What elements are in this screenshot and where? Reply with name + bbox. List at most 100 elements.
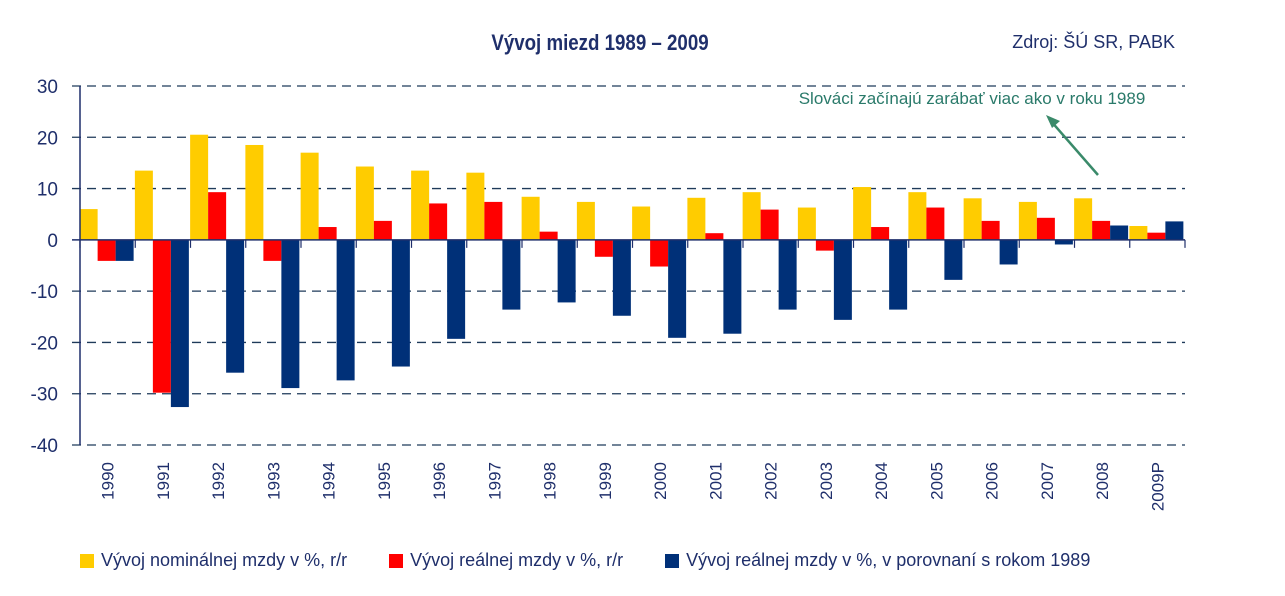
- bar-real: [429, 203, 448, 240]
- bar-nominal: [576, 201, 595, 240]
- x-tick-label: 2001: [706, 462, 725, 500]
- bar-nominal: [134, 170, 153, 240]
- annotation-text: Slováci začínajú zarábať viac ako v roku…: [799, 89, 1146, 108]
- bar-real-vs-1989: [336, 239, 355, 381]
- bar-real-vs-1989: [723, 239, 742, 334]
- bar-real-vs-1989: [226, 239, 245, 373]
- bar-nominal: [797, 207, 816, 240]
- bar-real: [152, 239, 171, 393]
- bar-real: [705, 233, 724, 240]
- bar-nominal: [632, 206, 651, 240]
- bar-nominal: [411, 170, 430, 240]
- bar-real-vs-1989: [1165, 221, 1184, 240]
- bar-real: [373, 220, 392, 240]
- bar-nominal: [853, 187, 872, 240]
- bar-real-vs-1989: [668, 239, 687, 338]
- bar-real: [1147, 232, 1166, 240]
- bar-real-vs-1989: [778, 239, 797, 310]
- annotation-arrow: [1049, 119, 1099, 176]
- x-tick-label: 1991: [154, 462, 173, 500]
- legend-item: Vývoj reálnej mzdy v %, v porovnaní s ro…: [665, 550, 1090, 571]
- y-tick-label: 30: [37, 77, 58, 98]
- x-tick-label: 2008: [1093, 462, 1112, 500]
- bar-real: [263, 239, 282, 261]
- x-tick-label: 1997: [485, 462, 504, 500]
- bar-real-vs-1989: [612, 239, 631, 316]
- x-tick-label: 1993: [264, 462, 283, 500]
- bar-nominal: [466, 172, 485, 240]
- chart-title: Vývoj miezd 1989 – 2009: [491, 30, 709, 55]
- x-tick-label: 2004: [872, 462, 891, 500]
- bar-real: [1092, 220, 1111, 240]
- x-tick-label: 2005: [927, 462, 946, 500]
- bar-real-vs-1989: [170, 239, 189, 408]
- bars: [79, 134, 1184, 408]
- bar-real-vs-1989: [1110, 225, 1129, 240]
- bar-real-vs-1989: [557, 239, 576, 303]
- legend-swatch-icon: [80, 553, 94, 568]
- bar-real: [871, 227, 890, 240]
- legend-label: Vývoj reálnej mzdy v %, v porovnaní s ro…: [686, 550, 1091, 570]
- bar-real: [760, 209, 779, 240]
- bar-real: [208, 192, 227, 240]
- bar-nominal: [245, 144, 264, 240]
- bar-real: [1036, 217, 1055, 240]
- bar-nominal: [79, 209, 98, 240]
- bar-nominal: [687, 197, 706, 240]
- y-tick-label: 0: [47, 231, 58, 252]
- axes: [72, 86, 1186, 445]
- x-tick-labels: 1990 1991 1992 1993 1994 1995 1996 1997 1998 1999…: [99, 462, 1168, 511]
- bar-real-vs-1989: [889, 239, 908, 310]
- bar-nominal: [521, 196, 540, 240]
- legend-item: Vývoj reálnej mzdy v %, r/r: [389, 550, 623, 571]
- x-tick-label: 2003: [817, 462, 836, 500]
- arrow-head-icon: [1046, 115, 1060, 128]
- legend-label: Vývoj nominálnej mzdy v %, r/r: [101, 550, 348, 570]
- bar-real-vs-1989: [281, 239, 300, 389]
- legend-label: Vývoj reálnej mzdy v %, r/r: [410, 550, 624, 570]
- bar-real: [650, 239, 669, 267]
- y-tick-label: 10: [37, 180, 58, 201]
- y-tick-label: -20: [31, 333, 58, 354]
- x-tick-label: 1996: [430, 462, 449, 500]
- x-tick-label: 2009P: [1148, 462, 1167, 511]
- bar-nominal: [963, 198, 982, 240]
- bar-nominal: [355, 166, 374, 240]
- x-tick-label: 1999: [596, 462, 615, 500]
- y-tick-label: -30: [31, 385, 58, 406]
- bar-real: [981, 220, 1000, 240]
- bar-real-vs-1989: [833, 239, 852, 320]
- bar-real: [815, 239, 834, 251]
- x-tick-label: 2007: [1038, 462, 1057, 500]
- bar-real: [926, 207, 945, 240]
- bar-nominal: [742, 192, 761, 240]
- bar-real-vs-1989: [944, 239, 963, 280]
- legend-item: Vývoj nominálnej mzdy v %, r/r: [80, 550, 347, 571]
- legend: Vývoj nominálnej mzdy v %, r/r Vývoj reál…: [80, 550, 1132, 571]
- source-label: Zdroj: ŠÚ SR, PABK: [1012, 32, 1175, 52]
- bar-nominal: [1129, 226, 1148, 240]
- bar-real: [97, 239, 116, 261]
- bar-nominal: [300, 152, 319, 240]
- bar-real: [539, 231, 558, 240]
- x-tick-label: 1990: [99, 462, 118, 500]
- bar-real: [594, 239, 613, 257]
- bar-real: [318, 227, 337, 240]
- y-tick-label: 20: [37, 128, 58, 149]
- legend-swatch-icon: [665, 553, 680, 568]
- legend-swatch-icon: [389, 553, 404, 568]
- y-tick-labels: 30 20 10 0 -10 -20 -30 -40: [31, 77, 58, 457]
- x-tick-label: 1995: [375, 462, 394, 500]
- bar-real: [484, 201, 503, 240]
- bar-real-vs-1989: [115, 239, 134, 261]
- bar-nominal: [1018, 201, 1037, 240]
- y-tick-label: -40: [31, 436, 58, 457]
- bar-real-vs-1989: [391, 239, 410, 367]
- x-tick-label: 2000: [651, 462, 670, 500]
- x-tick-label: 2002: [762, 462, 781, 500]
- bar-real-vs-1989: [447, 239, 466, 339]
- y-tick-label: -10: [31, 282, 58, 303]
- bar-real-vs-1989: [502, 239, 521, 310]
- x-tick-label: 1994: [320, 462, 339, 500]
